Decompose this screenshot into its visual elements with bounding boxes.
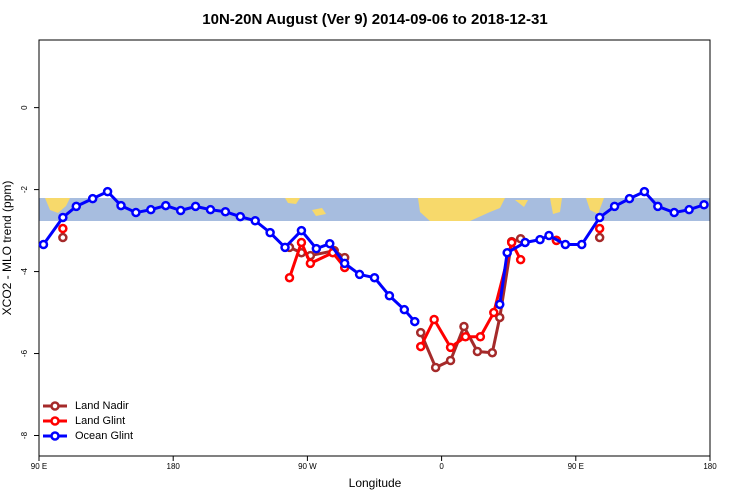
- y-tick-label: 0: [20, 105, 29, 110]
- data-point: [71, 201, 82, 212]
- data-point: [475, 331, 486, 342]
- data-point: [280, 242, 290, 253]
- data-point: [639, 186, 650, 197]
- legend-marker: [50, 431, 60, 441]
- data-point: [354, 269, 365, 280]
- legend-marker: [50, 416, 60, 426]
- legend-label: Land Nadir: [75, 400, 129, 412]
- x-axis-label: Longitude: [349, 476, 402, 490]
- data-point: [339, 258, 350, 269]
- data-point: [58, 223, 68, 234]
- data-point: [415, 327, 426, 338]
- data-point: [535, 234, 545, 245]
- data-point: [489, 307, 499, 318]
- data-point: [594, 232, 605, 243]
- x-tick-label: 90 E: [568, 462, 584, 471]
- chart-title: 10N-20N August (Ver 9) 2014-09-06 to 201…: [202, 11, 547, 28]
- y-tick-label: -6: [20, 349, 29, 357]
- y-axis-label: XCO2 - MLO trend (ppm): [0, 181, 14, 316]
- data-point: [58, 232, 68, 243]
- data-point: [410, 316, 420, 327]
- data-point: [609, 201, 620, 212]
- data-point: [502, 247, 512, 258]
- data-point: [520, 237, 530, 248]
- data-point: [190, 201, 201, 212]
- data-point: [430, 362, 441, 373]
- data-point: [487, 347, 498, 358]
- data-point: [205, 204, 216, 215]
- data-point: [175, 205, 186, 216]
- data-point: [265, 227, 275, 238]
- data-point: [515, 254, 526, 265]
- data-point: [296, 225, 307, 236]
- data-point: [624, 193, 635, 204]
- data-point: [594, 223, 605, 234]
- data-point: [305, 258, 316, 269]
- data-point: [235, 211, 246, 222]
- data-point: [325, 238, 335, 249]
- data-point: [495, 299, 505, 310]
- plot-frame: [38, 39, 711, 457]
- data-point: [296, 237, 307, 248]
- x-tick-label: 0: [439, 462, 444, 471]
- data-point: [102, 186, 113, 197]
- data-point: [544, 230, 554, 241]
- y-tick-label: -4: [20, 267, 29, 275]
- data-point: [594, 212, 605, 223]
- map-strip: [39, 198, 710, 221]
- data-point: [653, 201, 663, 212]
- data-point: [146, 204, 156, 215]
- data-point: [459, 321, 469, 332]
- data-point: [506, 237, 517, 248]
- data-point: [445, 355, 456, 366]
- data-point: [311, 243, 322, 254]
- data-point: [699, 200, 709, 210]
- data-point: [415, 341, 426, 352]
- data-point: [384, 290, 395, 301]
- data-point: [250, 215, 260, 226]
- data-point: [460, 331, 471, 342]
- data-point: [284, 272, 295, 283]
- data-point: [369, 272, 380, 283]
- data-point: [116, 200, 126, 211]
- legend-marker: [50, 401, 60, 411]
- data-point: [684, 204, 694, 215]
- data-point: [87, 193, 98, 204]
- data-point: [472, 346, 483, 357]
- data-point: [131, 207, 141, 218]
- legend-label: Ocean Glint: [75, 430, 133, 442]
- x-tick-label: 90 W: [298, 462, 317, 471]
- y-tick-label: -8: [20, 431, 29, 439]
- data-point: [577, 239, 587, 250]
- data-point: [669, 207, 679, 218]
- data-point: [560, 239, 571, 250]
- data-point: [220, 206, 231, 217]
- data-point: [160, 200, 171, 211]
- data-point: [399, 304, 410, 315]
- data-point: [58, 212, 68, 223]
- data-point: [429, 314, 439, 325]
- legend-label: Land Glint: [75, 415, 125, 427]
- data-point: [38, 239, 49, 250]
- data-point: [445, 342, 456, 353]
- data-point: [495, 312, 505, 323]
- x-tick-label: 90 E: [31, 462, 47, 471]
- x-tick-label: 180: [167, 462, 181, 471]
- x-tick-label: 180: [703, 462, 717, 471]
- y-tick-label: -2: [20, 185, 29, 193]
